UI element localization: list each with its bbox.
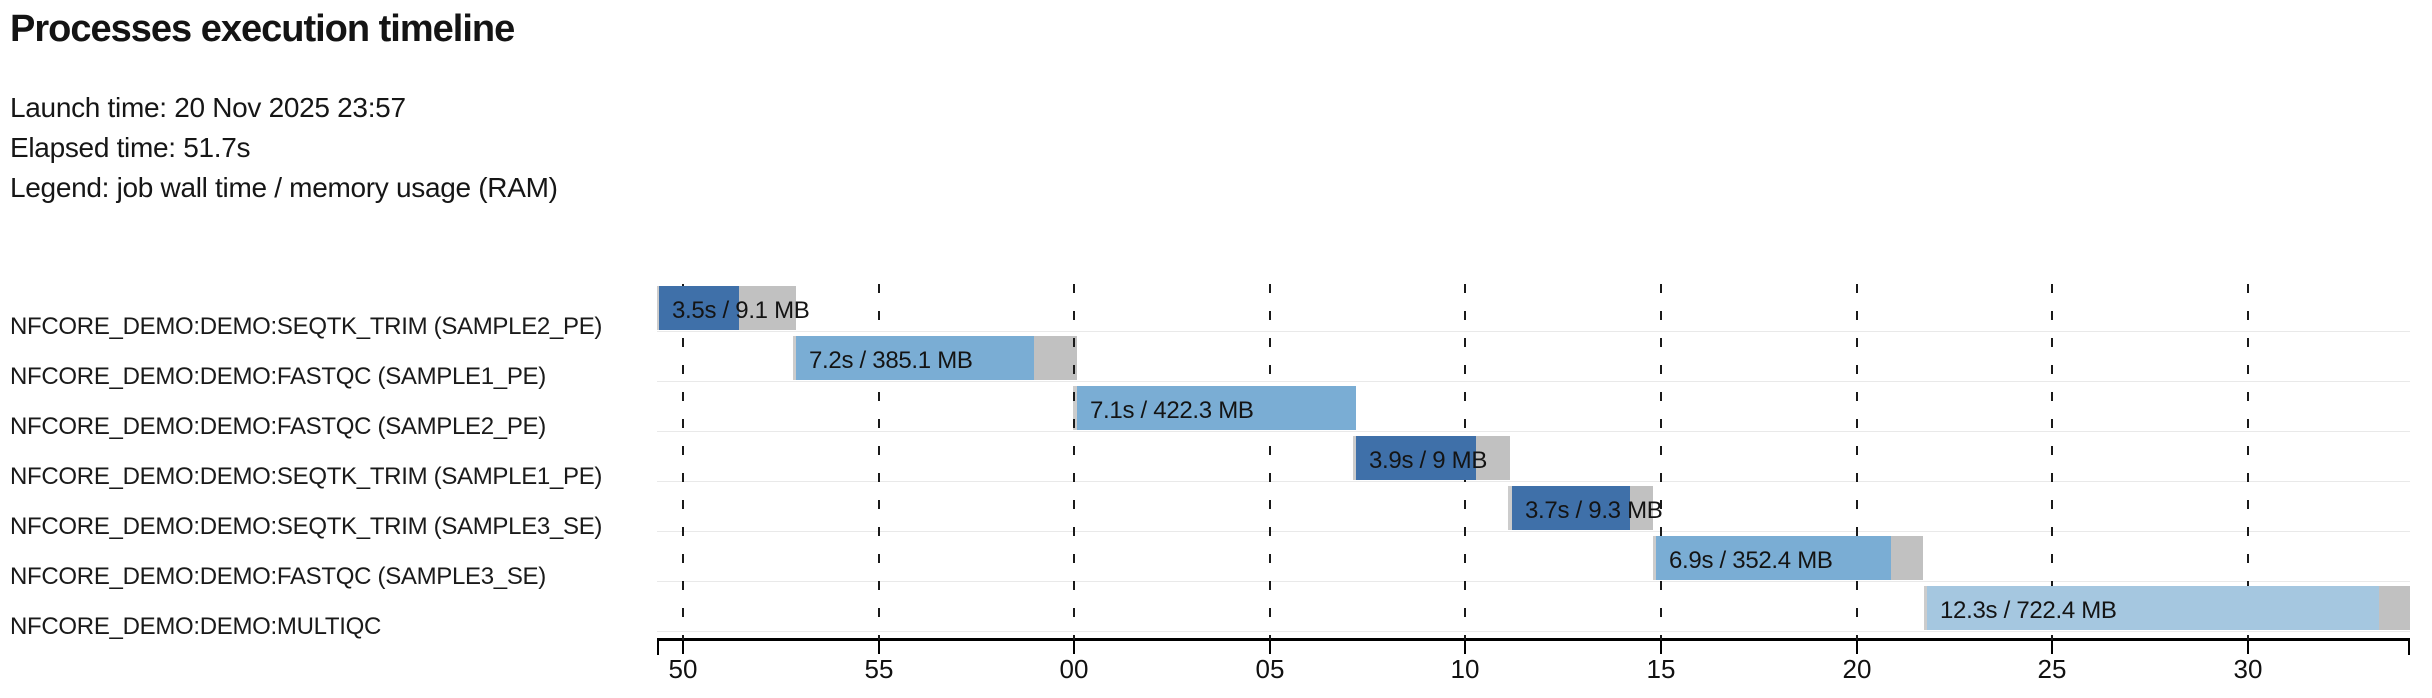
bar-run-segment [1512, 486, 1630, 530]
bar-value-label: 3.7s / 9.3 MB [1525, 497, 1663, 524]
process-row: 3.7s / 9.3 MB [657, 482, 2410, 532]
gridline [878, 284, 880, 640]
axis-tick-label: 25 [2037, 654, 2067, 684]
bar-run-segment [1356, 436, 1476, 480]
legend-text: Legend: job wall time / memory usage (RA… [10, 172, 558, 203]
bar-overhead-segment [1630, 486, 1653, 530]
plot-area: 3.5s / 9.1 MB 7.2s / 385.1 MB 7.1s / 422.3… [657, 282, 2410, 684]
process-label: NFCORE_DEMO:DEMO:SEQTK_TRIM (SAMPLE1_PE) [10, 463, 603, 490]
process-row: 3.9s / 9 MB [657, 432, 2410, 482]
launch-time-text: Launch time: 20 Nov 2025 23:57 [10, 92, 406, 123]
axis-tick-label: 10 [1450, 654, 1480, 684]
bar-pre-segment [1508, 486, 1512, 530]
bar-overhead-segment [1034, 336, 1077, 380]
process-row: 3.5s / 9.1 MB [657, 282, 2410, 332]
bar-pre-segment [657, 286, 659, 330]
bar-pre-segment [1353, 436, 1356, 480]
process-label: NFCORE_DEMO:DEMO:SEQTK_TRIM (SAMPLE2_PE) [10, 313, 603, 340]
gridline [1856, 284, 1858, 640]
elapsed-time-text: Elapsed time: 51.7s [10, 132, 251, 163]
process-row: 6.9s / 352.4 MB [657, 532, 2410, 582]
process-label: NFCORE_DEMO:DEMO:FASTQC (SAMPLE1_PE) [10, 363, 546, 390]
axis-tick-label: 50 [668, 654, 698, 684]
x-axis-end-cap [657, 638, 659, 655]
bar-overhead-segment [1891, 536, 1923, 580]
x-axis-tick [2051, 638, 2053, 654]
bar-run-segment [1927, 586, 2379, 630]
x-axis-tick [1660, 638, 1662, 654]
bar-value-label: 12.3s / 722.4 MB [1940, 597, 2117, 624]
bar-overhead-segment [739, 286, 796, 330]
bar-value-label: 7.1s / 422.3 MB [1090, 397, 1254, 424]
process-label: NFCORE_DEMO:DEMO:MULTIQC [10, 613, 382, 640]
axis-tick-label: 15 [1646, 654, 1676, 684]
bar-pre-segment [793, 336, 796, 380]
axis-tick-label: 55 [864, 654, 894, 684]
process-row: 7.1s / 422.3 MB [657, 382, 2410, 432]
report-meta: Launch time: 20 Nov 2025 23:57 Elapsed t… [10, 88, 558, 208]
bar-value-label: 3.5s / 9.1 MB [672, 297, 810, 324]
axis-tick-label: 05 [1255, 654, 1285, 684]
gridline [1269, 284, 1271, 640]
axis-tick-label: 30 [2233, 654, 2263, 684]
x-axis-tick [1856, 638, 1858, 654]
axis-tick-label: 20 [1842, 654, 1872, 684]
bar-value-label: 7.2s / 385.1 MB [809, 347, 973, 374]
gridline [1073, 284, 1075, 640]
x-axis-tick [1269, 638, 1271, 654]
bar-pre-segment [1073, 386, 1077, 430]
bar-value-label: 6.9s / 352.4 MB [1669, 547, 1833, 574]
bar-pre-segment [1653, 536, 1656, 580]
bar-value-label: 3.9s / 9 MB [1369, 447, 1488, 474]
x-axis-tick [1464, 638, 1466, 654]
process-label: NFCORE_DEMO:DEMO:FASTQC (SAMPLE3_SE) [10, 563, 546, 590]
bar-run-segment [796, 336, 1034, 380]
gridline [682, 284, 684, 640]
process-label: NFCORE_DEMO:DEMO:FASTQC (SAMPLE2_PE) [10, 413, 546, 440]
bar-overhead-segment [1476, 436, 1510, 480]
gridline [2247, 284, 2249, 640]
x-axis-tick [878, 638, 880, 654]
process-label: NFCORE_DEMO:DEMO:SEQTK_TRIM (SAMPLE3_SE) [10, 513, 603, 540]
gridline [2051, 284, 2053, 640]
x-axis-end-cap [2408, 638, 2410, 655]
bar-run-segment [1656, 536, 1891, 580]
page-title: Processes execution timeline [10, 8, 515, 50]
process-labels-column: NFCORE_DEMO:DEMO:SEQTK_TRIM (SAMPLE2_PE)… [0, 282, 657, 640]
process-row: 12.3s / 722.4 MB [657, 582, 2410, 632]
bar-run-segment [659, 286, 739, 330]
timeline-chart: NFCORE_DEMO:DEMO:SEQTK_TRIM (SAMPLE2_PE)… [0, 282, 2432, 698]
x-axis-line [657, 638, 2410, 641]
bar-overhead-segment [2379, 586, 2410, 630]
x-axis-tick [1073, 638, 1075, 654]
process-row: 7.2s / 385.1 MB [657, 332, 2410, 382]
axis-tick-label: 00 [1059, 654, 1089, 684]
bar-pre-segment [1924, 586, 1927, 630]
gridline [1660, 284, 1662, 640]
x-axis-tick [682, 638, 684, 654]
x-axis-tick [2247, 638, 2249, 654]
bar-run-segment [1077, 386, 1356, 430]
